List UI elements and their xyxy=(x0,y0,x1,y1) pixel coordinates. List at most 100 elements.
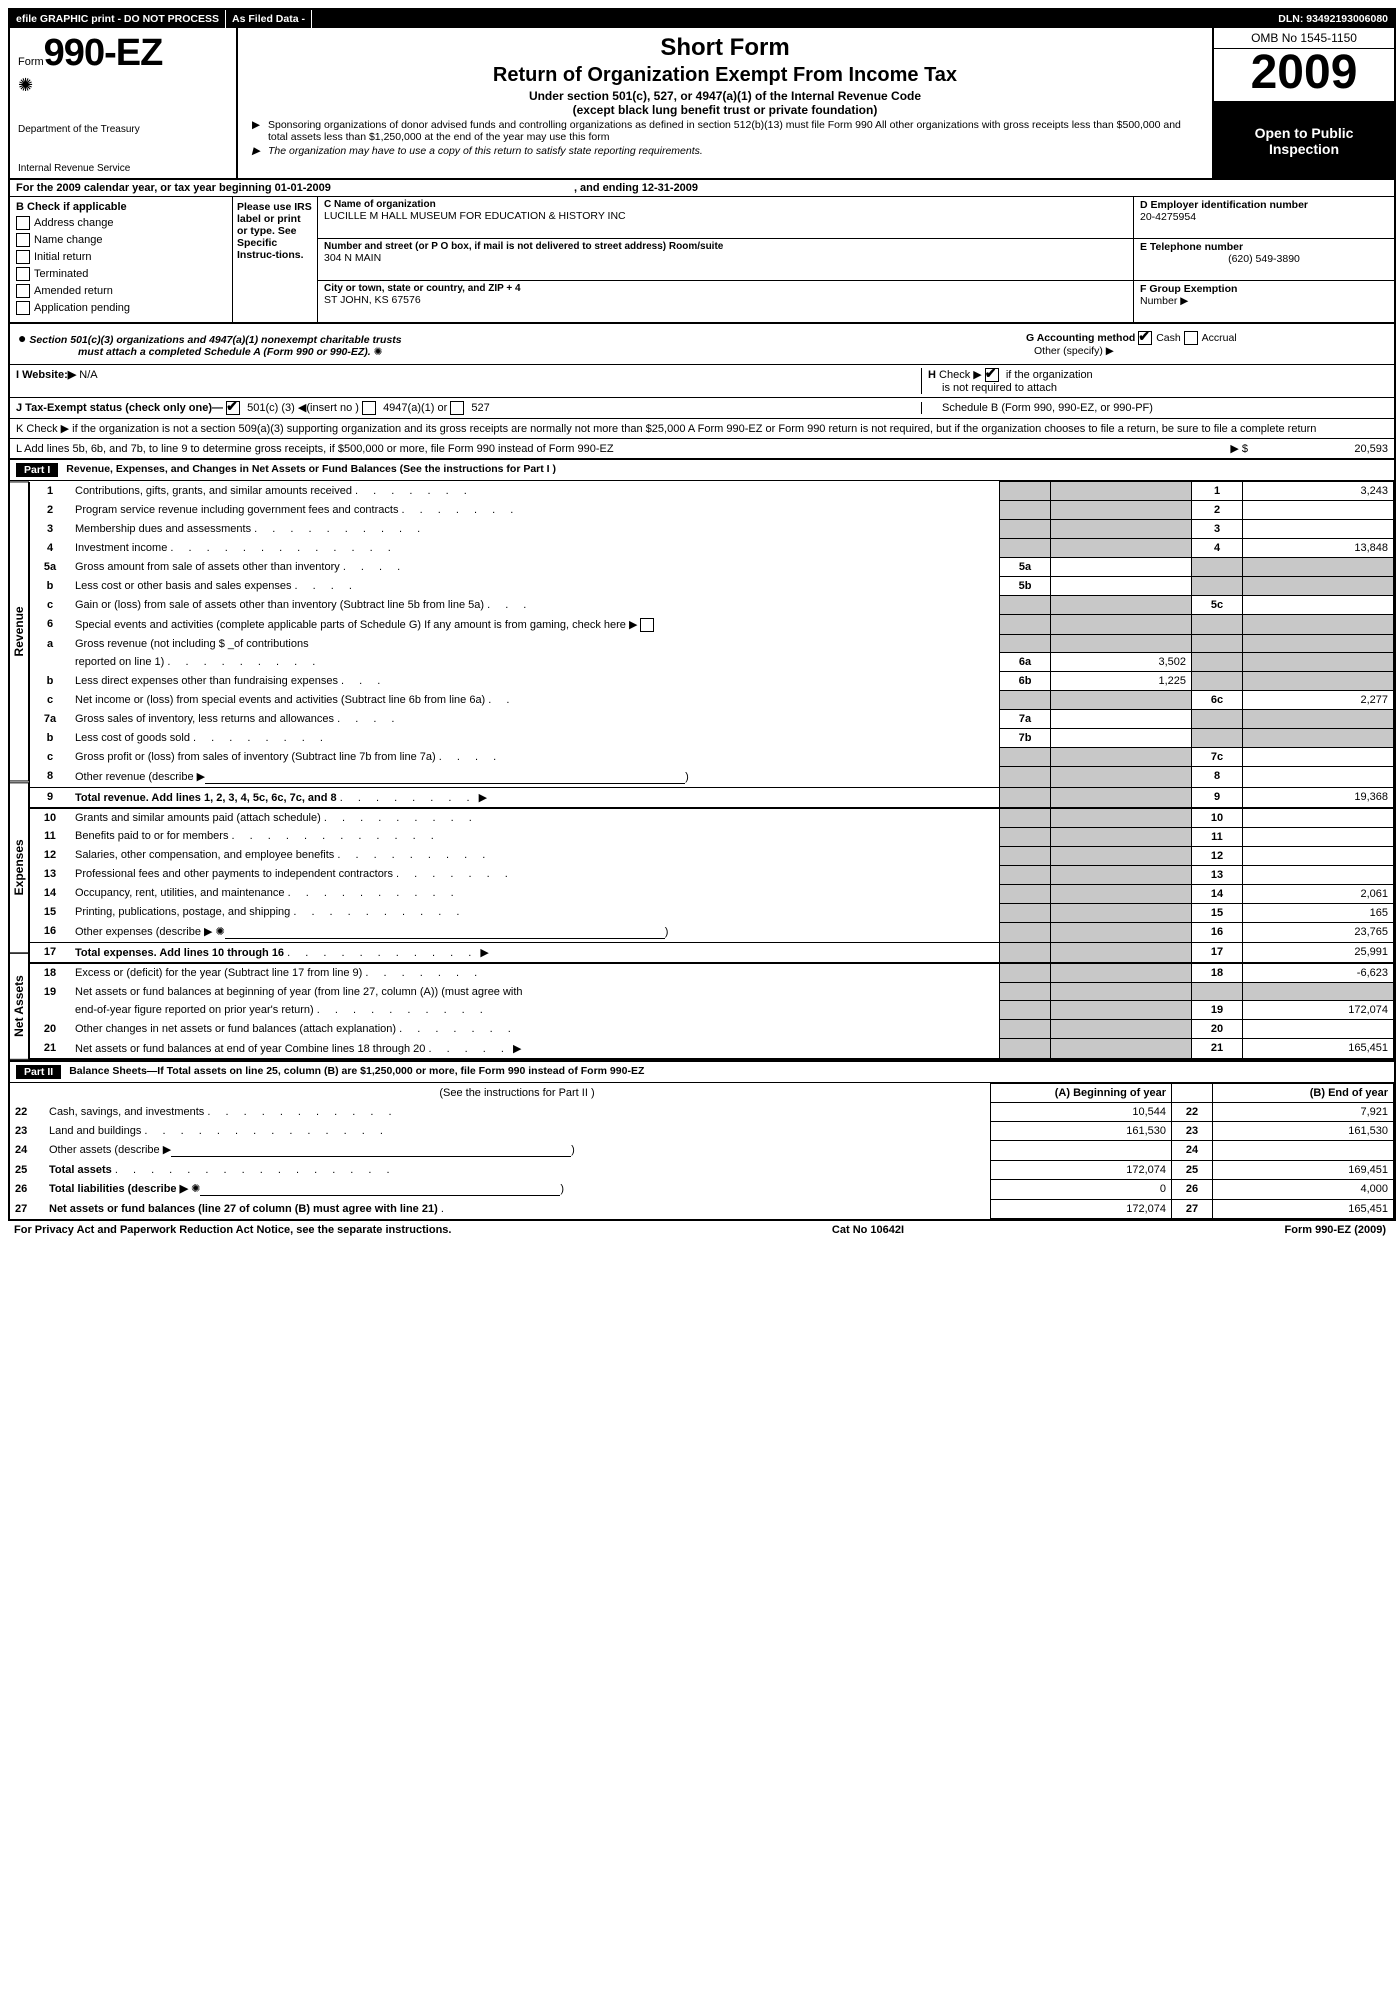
line-19b: end-of-year figure reported on prior yea… xyxy=(30,1001,1394,1020)
line-5c: cGain or (loss) from sale of assets othe… xyxy=(30,596,1394,615)
dept-irs: Internal Revenue Service xyxy=(18,163,228,174)
line-7a: 7aGross sales of inventory, less returns… xyxy=(30,710,1394,729)
part1-table: 1Contributions, gifts, grants, and simil… xyxy=(29,481,1394,1060)
line-a-calendar: For the 2009 calendar year, or tax year … xyxy=(10,180,1394,197)
street-label: Number and street (or P O box, if mail i… xyxy=(324,241,1127,252)
line-11: 11Benefits paid to or for members . . . … xyxy=(30,827,1394,846)
lbl-cash: Cash xyxy=(1156,332,1181,344)
form-word: Form xyxy=(18,56,44,68)
bal-header: (See the instructions for Part II ) (A) … xyxy=(10,1083,1394,1102)
irs-eagle-icon: ✺ xyxy=(18,75,228,96)
lbl-address-change: Address change xyxy=(34,217,114,229)
org-street: 304 N MAIN xyxy=(324,252,1127,264)
bal-24: 24Other assets (describe ▶ )24 xyxy=(10,1140,1394,1160)
g-accounting: G Accounting method Cash Accrual Other (… xyxy=(1026,331,1386,357)
top-spacer xyxy=(312,10,1272,28)
cb-gaming[interactable] xyxy=(640,618,654,632)
line-4: 4Investment income . . . . . . . . . . .… xyxy=(30,539,1394,558)
header-note-1: Sponsoring organizations of donor advise… xyxy=(248,119,1202,143)
top-bar: efile GRAPHIC print - DO NOT PROCESS As … xyxy=(10,10,1394,28)
line-21: 21Net assets or fund balances at end of … xyxy=(30,1039,1394,1059)
org-name: LUCILLE M HALL MUSEUM FOR EDUCATION & HI… xyxy=(324,210,1127,222)
line-1: 1Contributions, gifts, grants, and simil… xyxy=(30,482,1394,501)
entity-block: B Check if applicable Address change Nam… xyxy=(10,197,1394,324)
subtitle-except: (except black lung benefit trust or priv… xyxy=(248,103,1202,117)
lbl-initial-return: Initial return xyxy=(34,251,91,263)
cb-cash[interactable] xyxy=(1138,331,1152,345)
open-public-1: Open to Public xyxy=(1218,125,1390,141)
part1-body: Revenue Expenses Net Assets 1Contributio… xyxy=(10,481,1394,1060)
h-l3: is not required to attach xyxy=(942,382,1057,394)
cb-name-change[interactable] xyxy=(16,233,30,247)
e-label: E Telephone number xyxy=(1140,241,1388,253)
cb-h[interactable] xyxy=(985,368,999,382)
cb-initial-return[interactable] xyxy=(16,250,30,264)
line-13: 13Professional fees and other payments t… xyxy=(30,865,1394,884)
cal-text: For the 2009 calendar year, or tax year … xyxy=(16,182,331,194)
line-6a-2: reported on line 1) . . . . . . . . .6a3… xyxy=(30,653,1394,672)
org-street-cell: Number and street (or P O box, if mail i… xyxy=(318,239,1133,281)
part1-label: Part I xyxy=(16,463,58,477)
cb-address-change[interactable] xyxy=(16,216,30,230)
cb-amended[interactable] xyxy=(16,284,30,298)
f-group-cell: F Group Exemption Number ▶ xyxy=(1134,281,1394,322)
l-text: L Add lines 5b, 6b, and 7b, to line 9 to… xyxy=(16,443,1230,455)
org-name-cell: C Name of organization LUCILLE M HALL MU… xyxy=(318,197,1133,239)
cb-527[interactable] xyxy=(450,401,464,415)
line-10: 10Grants and similar amounts paid (attac… xyxy=(30,808,1394,828)
bal-instr: (See the instructions for Part II ) xyxy=(44,1083,991,1102)
col-b-header: (B) End of year xyxy=(1213,1083,1394,1102)
cb-terminated[interactable] xyxy=(16,267,30,281)
l-row: L Add lines 5b, 6b, and 7b, to line 9 to… xyxy=(10,439,1394,460)
header-note-2: The organization may have to use a copy … xyxy=(248,145,1202,157)
sec501-text1: Section 501(c)(3) organizations and 4947… xyxy=(29,334,401,346)
l-value: 20,593 xyxy=(1248,443,1388,455)
line-6c: cNet income or (loss) from special event… xyxy=(30,691,1394,710)
bal-25: 25Total assets . . . . . . . . . . . . .… xyxy=(10,1160,1394,1179)
org-city: ST JOHN, KS 67576 xyxy=(324,294,1127,306)
g-label: G Accounting method xyxy=(1026,332,1135,344)
bal-26: 26Total liabilities (describe ▶ ✺ )0264,… xyxy=(10,1179,1394,1199)
header-left: Form990-EZ ✺ Department of the Treasury … xyxy=(10,28,238,178)
footer-privacy: For Privacy Act and Paperwork Reduction … xyxy=(14,1224,451,1236)
j-opt1: 501(c) (3) ◀(insert no ) xyxy=(247,402,359,414)
line-5a: 5aGross amount from sale of assets other… xyxy=(30,558,1394,577)
sec501-text2: must attach a completed Schedule A (Form… xyxy=(78,346,371,358)
entity-mid: C Name of organization LUCILLE M HALL MU… xyxy=(318,197,1133,322)
j-opt3: 527 xyxy=(471,402,489,414)
cal-ending: , and ending 12-31-2009 xyxy=(574,182,698,194)
efile-label: efile GRAPHIC print - DO NOT PROCESS xyxy=(10,10,226,28)
h-l2: if the organization xyxy=(1006,369,1093,381)
cb-accrual[interactable] xyxy=(1184,331,1198,345)
k-text: K Check ▶ if the organization is not a s… xyxy=(16,422,1316,435)
website-h-row: I Website:▶ N/A H Check ▶ if the organiz… xyxy=(10,365,1394,398)
bal-27: 27Net assets or fund balances (line 27 o… xyxy=(10,1199,1394,1218)
cb-501c[interactable] xyxy=(226,401,240,415)
lbl-accrual: Accrual xyxy=(1202,332,1237,344)
lbl-amended: Amended return xyxy=(34,285,113,297)
part2-title: Balance Sheets—If Total assets on line 2… xyxy=(69,1065,644,1079)
line-6a-1: aGross revenue (not including $ _of cont… xyxy=(30,635,1394,653)
h-l4: Schedule B (Form 990, 990-EZ, or 990-PF) xyxy=(942,402,1153,414)
open-inspection: Open to Public Inspection xyxy=(1214,103,1394,178)
cb-app-pending[interactable] xyxy=(16,301,30,315)
dept-treasury: Department of the Treasury xyxy=(18,124,228,135)
h-block-2: Schedule B (Form 990, 990-EZ, or 990-PF) xyxy=(921,402,1388,414)
vert-netassets: Net Assets xyxy=(10,953,29,1060)
h-label: H xyxy=(928,369,936,381)
i-website-label: I Website:▶ xyxy=(16,369,76,381)
lbl-terminated: Terminated xyxy=(34,268,88,280)
j-opt2: 4947(a)(1) or xyxy=(383,402,447,414)
e-phone-cell: E Telephone number (620) 549-3890 xyxy=(1134,239,1394,281)
line-3: 3Membership dues and assessments . . . .… xyxy=(30,520,1394,539)
open-public-2: Inspection xyxy=(1218,141,1390,157)
bal-22: 22Cash, savings, and investments . . . .… xyxy=(10,1102,1394,1121)
line-14: 14Occupancy, rent, utilities, and mainte… xyxy=(30,884,1394,903)
tax-year: 2009 xyxy=(1214,49,1394,103)
footer: For Privacy Act and Paperwork Reduction … xyxy=(8,1221,1392,1239)
bullet-icon: ● xyxy=(18,330,26,346)
dln-label: DLN: 93492193006080 xyxy=(1272,10,1394,28)
sec501-left: ● Section 501(c)(3) organizations and 49… xyxy=(18,330,1026,358)
vert-expenses: Expenses xyxy=(10,782,29,953)
cb-4947[interactable] xyxy=(362,401,376,415)
